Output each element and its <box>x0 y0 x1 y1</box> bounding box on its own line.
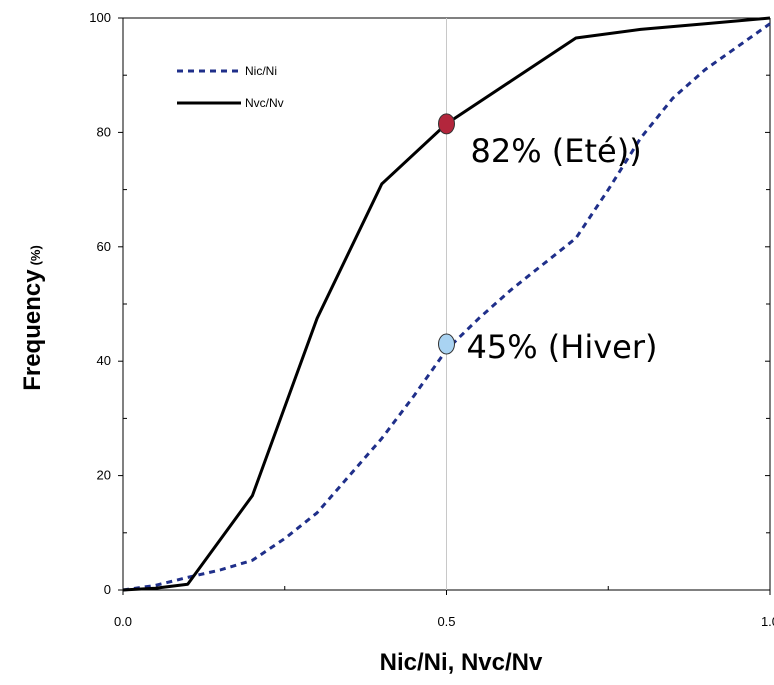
legend-label-nvc-nv: Nvc/Nv <box>245 96 284 110</box>
y-tick-label: 80 <box>97 124 111 139</box>
y-axis-title: Frequency (%) <box>19 245 46 391</box>
annotation-marker <box>438 113 455 135</box>
x-tick-label: 0.0 <box>114 614 132 629</box>
y-tick-label: 60 <box>97 239 111 254</box>
y-axis-title-unit: (%) <box>28 245 43 265</box>
annotation-label: 45% (Hiver) <box>467 328 658 366</box>
svg-text:Frequency(%): Frequency (%) <box>19 245 46 391</box>
y-tick-label: 20 <box>97 468 111 483</box>
annotation-layer: 82% (Eté)) 45% (Hiver) <box>438 113 658 366</box>
annotation-label: 82% (Eté)) <box>471 132 642 170</box>
y-tick-label: 40 <box>97 353 111 368</box>
y-tick-label: 0 <box>104 582 111 597</box>
x-tick-label: 0.5 <box>437 614 455 629</box>
x-axis-title: Nic/Ni, Nvc/Nv <box>380 649 543 676</box>
annotation-marker <box>438 333 455 355</box>
tick-layer: 0 20 40 60 80 100 0.0 0.5 1.0 <box>89 10 774 629</box>
legend-label-nic-ni: Nic/Ni <box>245 64 277 78</box>
y-axis-title-text: Frequency <box>19 269 46 391</box>
y-tick-label: 100 <box>89 10 111 25</box>
x-tick-label: 1.0 <box>761 614 774 629</box>
series-line-nvc-nv <box>122 16 771 592</box>
legend: Nic/Ni Nvc/Nv <box>177 64 284 110</box>
